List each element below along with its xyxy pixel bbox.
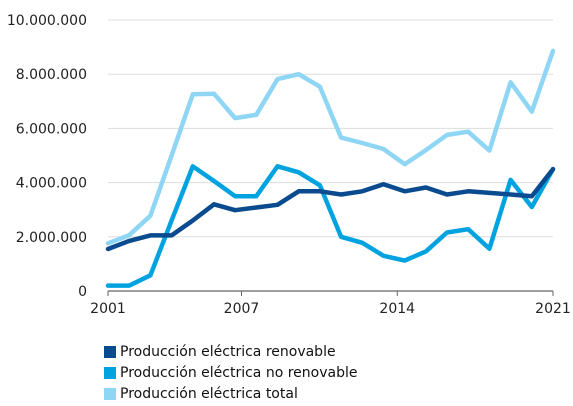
legend-label-total: Producción eléctrica total [120,385,298,402]
y-tick-label: 10.000.000 [7,13,87,29]
y-tick-label: 8.000.000 [16,67,87,83]
x-tick-label: 2001 [90,301,126,317]
line-chart: 0 2.000.000 4.000.000 6.000.000 8.000.000 10.… [7,13,571,317]
series-line-0 [105,166,556,252]
legend-label-no-renovable: Producción eléctrica no renovable [120,364,358,381]
series-line-1 [105,164,556,288]
y-tick-label: 6.000.000 [16,121,87,137]
legend-swatch-total [104,387,116,400]
y-tick-label: 4.000.000 [16,176,87,192]
legend-swatch-no-renovable [104,366,116,379]
legend-item-total: Producción eléctrica total [104,383,357,404]
legend-item-no-renovable: Producción eléctrica no renovable [104,362,357,383]
gridlines [108,19,553,292]
series-line-2 [105,48,556,246]
x-axis-ticks: 2001 2007 2014 2021 [90,291,571,317]
legend-label-renovable: Producción eléctrica renovable [120,343,336,360]
series-lines [105,48,556,288]
x-tick-label: 2014 [379,301,415,317]
legend-item-renovable: Producción eléctrica renovable [104,341,357,362]
legend-swatch-renovable [104,345,116,358]
y-tick-label: 2.000.000 [16,230,87,246]
y-axis-ticks: 0 2.000.000 4.000.000 6.000.000 8.000.000 10.… [7,13,87,300]
y-tick-label: 0 [78,284,87,300]
x-tick-label: 2007 [224,301,260,317]
legend: Producción eléctrica renovable Producció… [104,341,357,404]
x-tick-label: 2021 [535,301,571,317]
